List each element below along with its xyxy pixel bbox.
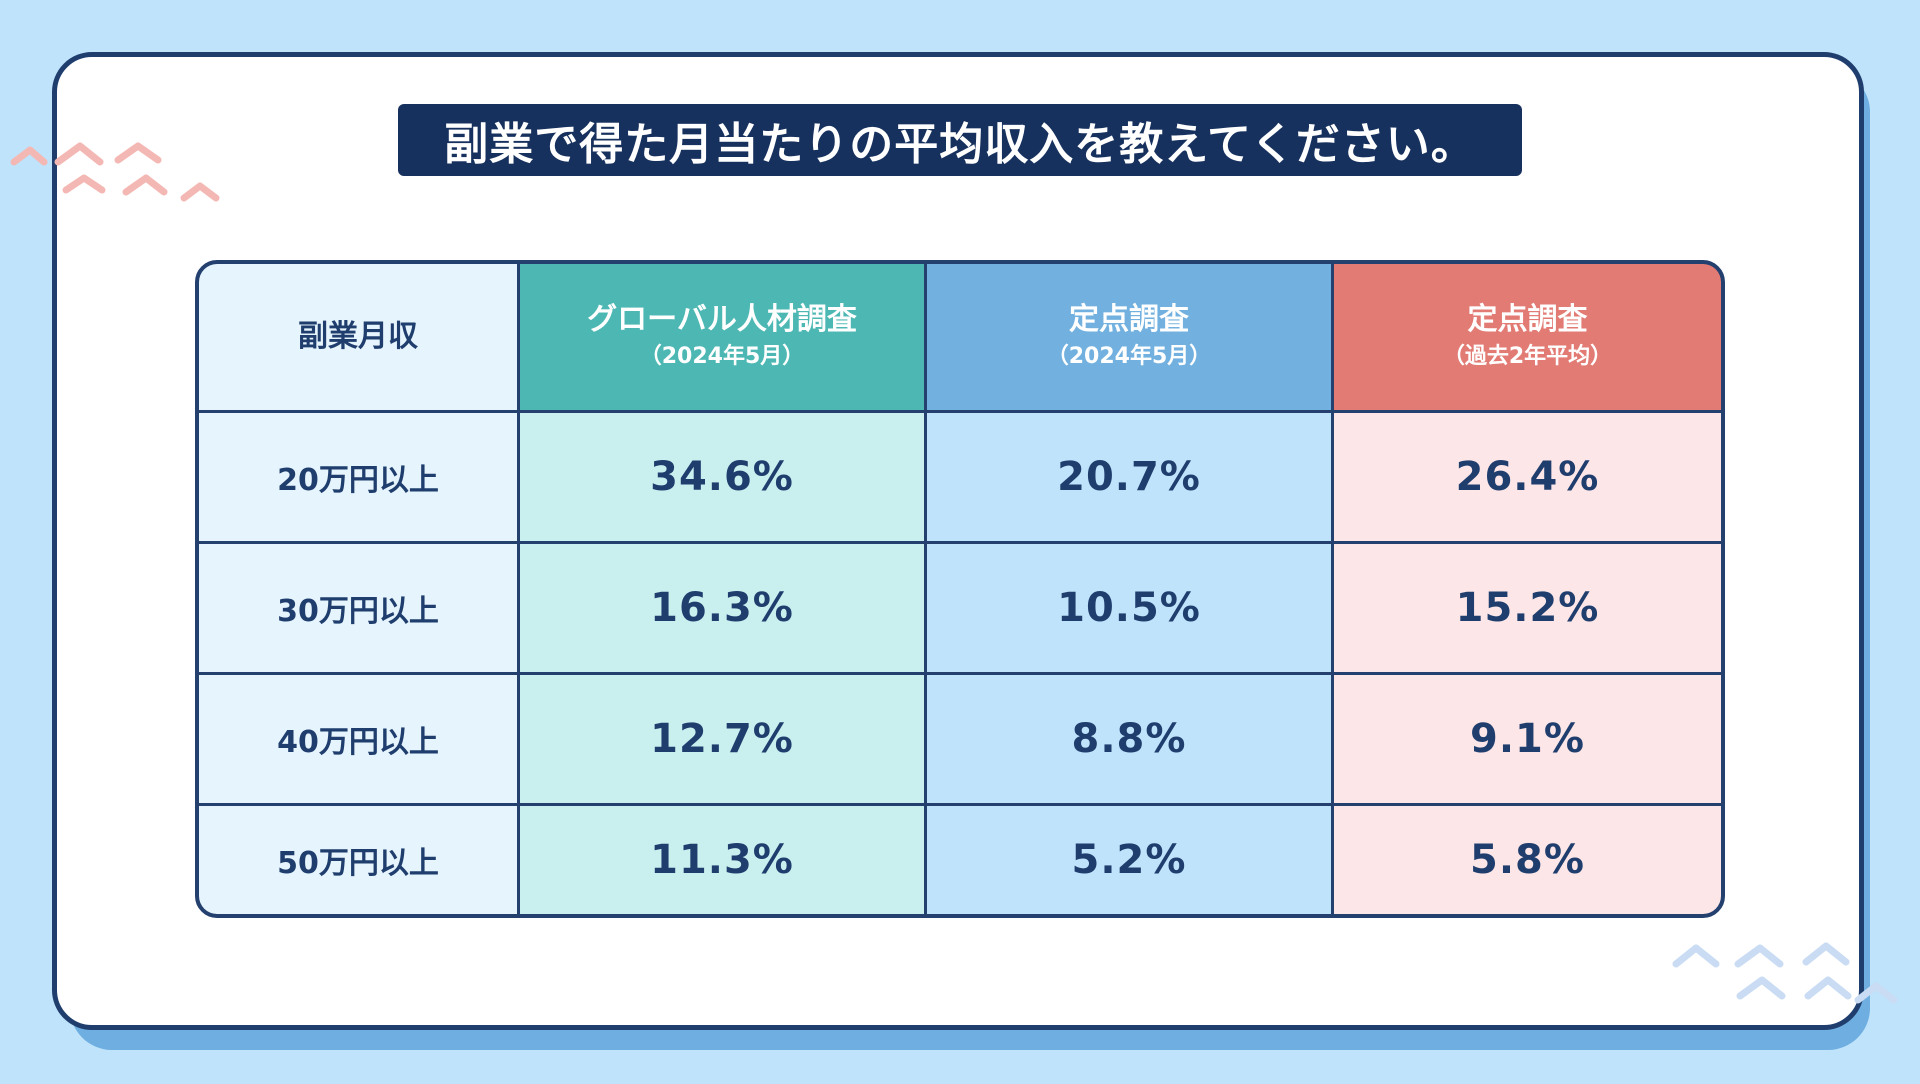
row-label: 40万円以上 bbox=[199, 675, 517, 803]
table-cell: 11.3% bbox=[520, 806, 924, 914]
table-cell: 20.7% bbox=[927, 413, 1331, 541]
column-header-main: グローバル人材調査 bbox=[587, 302, 857, 337]
pink-wave-icon bbox=[10, 142, 220, 202]
row-label: 50万円以上 bbox=[199, 806, 517, 914]
row-label: 20万円以上 bbox=[199, 413, 517, 541]
table-cell: 9.1% bbox=[1334, 675, 1721, 803]
column-header-sub: （2024年5月） bbox=[639, 344, 805, 369]
blue-wave-icon bbox=[1672, 942, 1898, 1004]
table-cell: 5.2% bbox=[927, 806, 1331, 914]
table-cell: 12.7% bbox=[520, 675, 924, 803]
table-cell: 15.2% bbox=[1334, 544, 1721, 672]
page-title: 副業で得た月当たりの平均収入を教えてください。 bbox=[398, 104, 1522, 176]
table-cell: 26.4% bbox=[1334, 413, 1721, 541]
column-header-fixed-survey-2yr: 定点調査 （過去2年平均） bbox=[1334, 264, 1721, 410]
column-header-fixed-survey: 定点調査 （2024年5月） bbox=[927, 264, 1331, 410]
column-header-global-survey: グローバル人材調査 （2024年5月） bbox=[520, 264, 924, 410]
income-table: 副業月収 グローバル人材調査 （2024年5月） 定点調査 （2024年5月） … bbox=[195, 260, 1725, 918]
column-header-main: 定点調査 bbox=[1069, 302, 1189, 337]
row-label: 30万円以上 bbox=[199, 544, 517, 672]
table-cell: 16.3% bbox=[520, 544, 924, 672]
table-cell: 10.5% bbox=[927, 544, 1331, 672]
column-header-sub: （2024年5月） bbox=[1046, 344, 1212, 369]
column-header-sub: （過去2年平均） bbox=[1442, 344, 1613, 369]
table-cell: 34.6% bbox=[520, 413, 924, 541]
table-cell: 5.8% bbox=[1334, 806, 1721, 914]
table-header-corner: 副業月収 bbox=[199, 264, 517, 410]
table-cell: 8.8% bbox=[927, 675, 1331, 803]
column-header-main: 定点調査 bbox=[1467, 302, 1588, 337]
corner-label: 副業月収 bbox=[298, 319, 418, 354]
